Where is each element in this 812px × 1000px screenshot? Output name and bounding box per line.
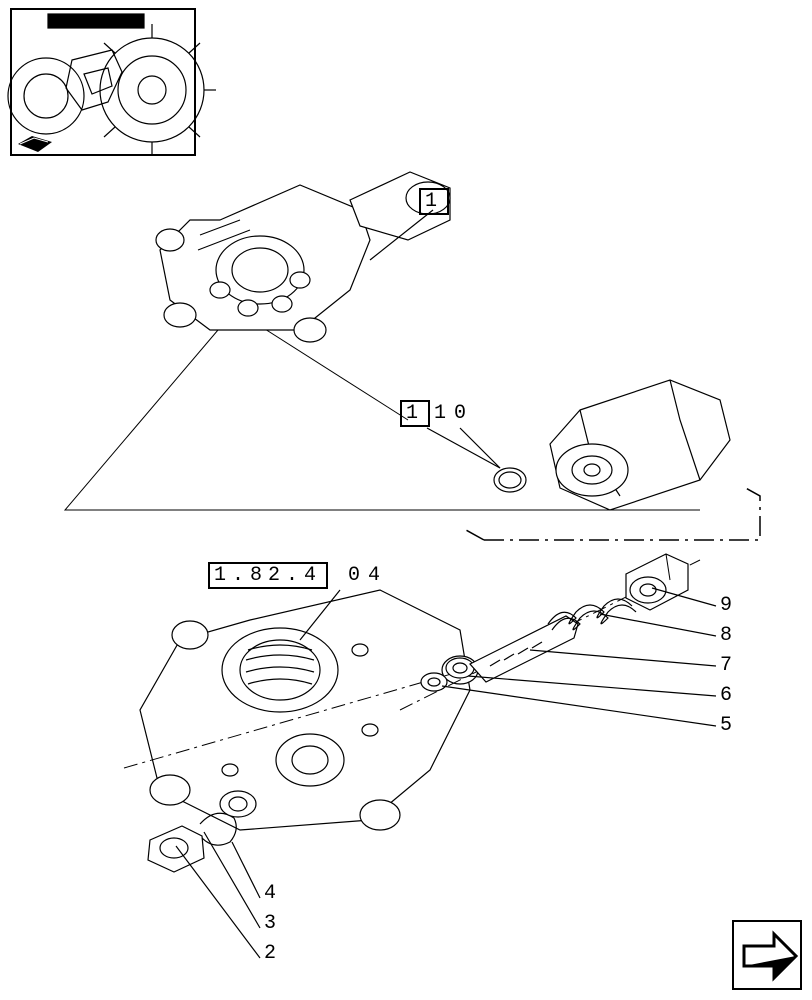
nav-icon-frame[interactable] (732, 920, 802, 990)
callout-7: 7 (720, 654, 740, 677)
callout-1-and-10: 110 (400, 400, 474, 427)
callout-2: 2 (264, 942, 284, 965)
callout-9: 9 (720, 594, 740, 617)
section-ref-label: 1.82.4 04 (208, 562, 388, 589)
diagram-canvas: 1 110 1.82.4 04 9 8 7 6 5 4 3 2 (0, 0, 812, 1000)
arrow-return-icon (734, 922, 804, 992)
callout-8: 8 (720, 624, 740, 647)
callout-3: 3 (264, 912, 284, 935)
leader-lines (0, 0, 812, 1000)
callout-6: 6 (720, 684, 740, 707)
callout-5: 5 (720, 714, 740, 737)
callout-4: 4 (264, 882, 284, 905)
callout-1-top: 1 (419, 188, 449, 215)
